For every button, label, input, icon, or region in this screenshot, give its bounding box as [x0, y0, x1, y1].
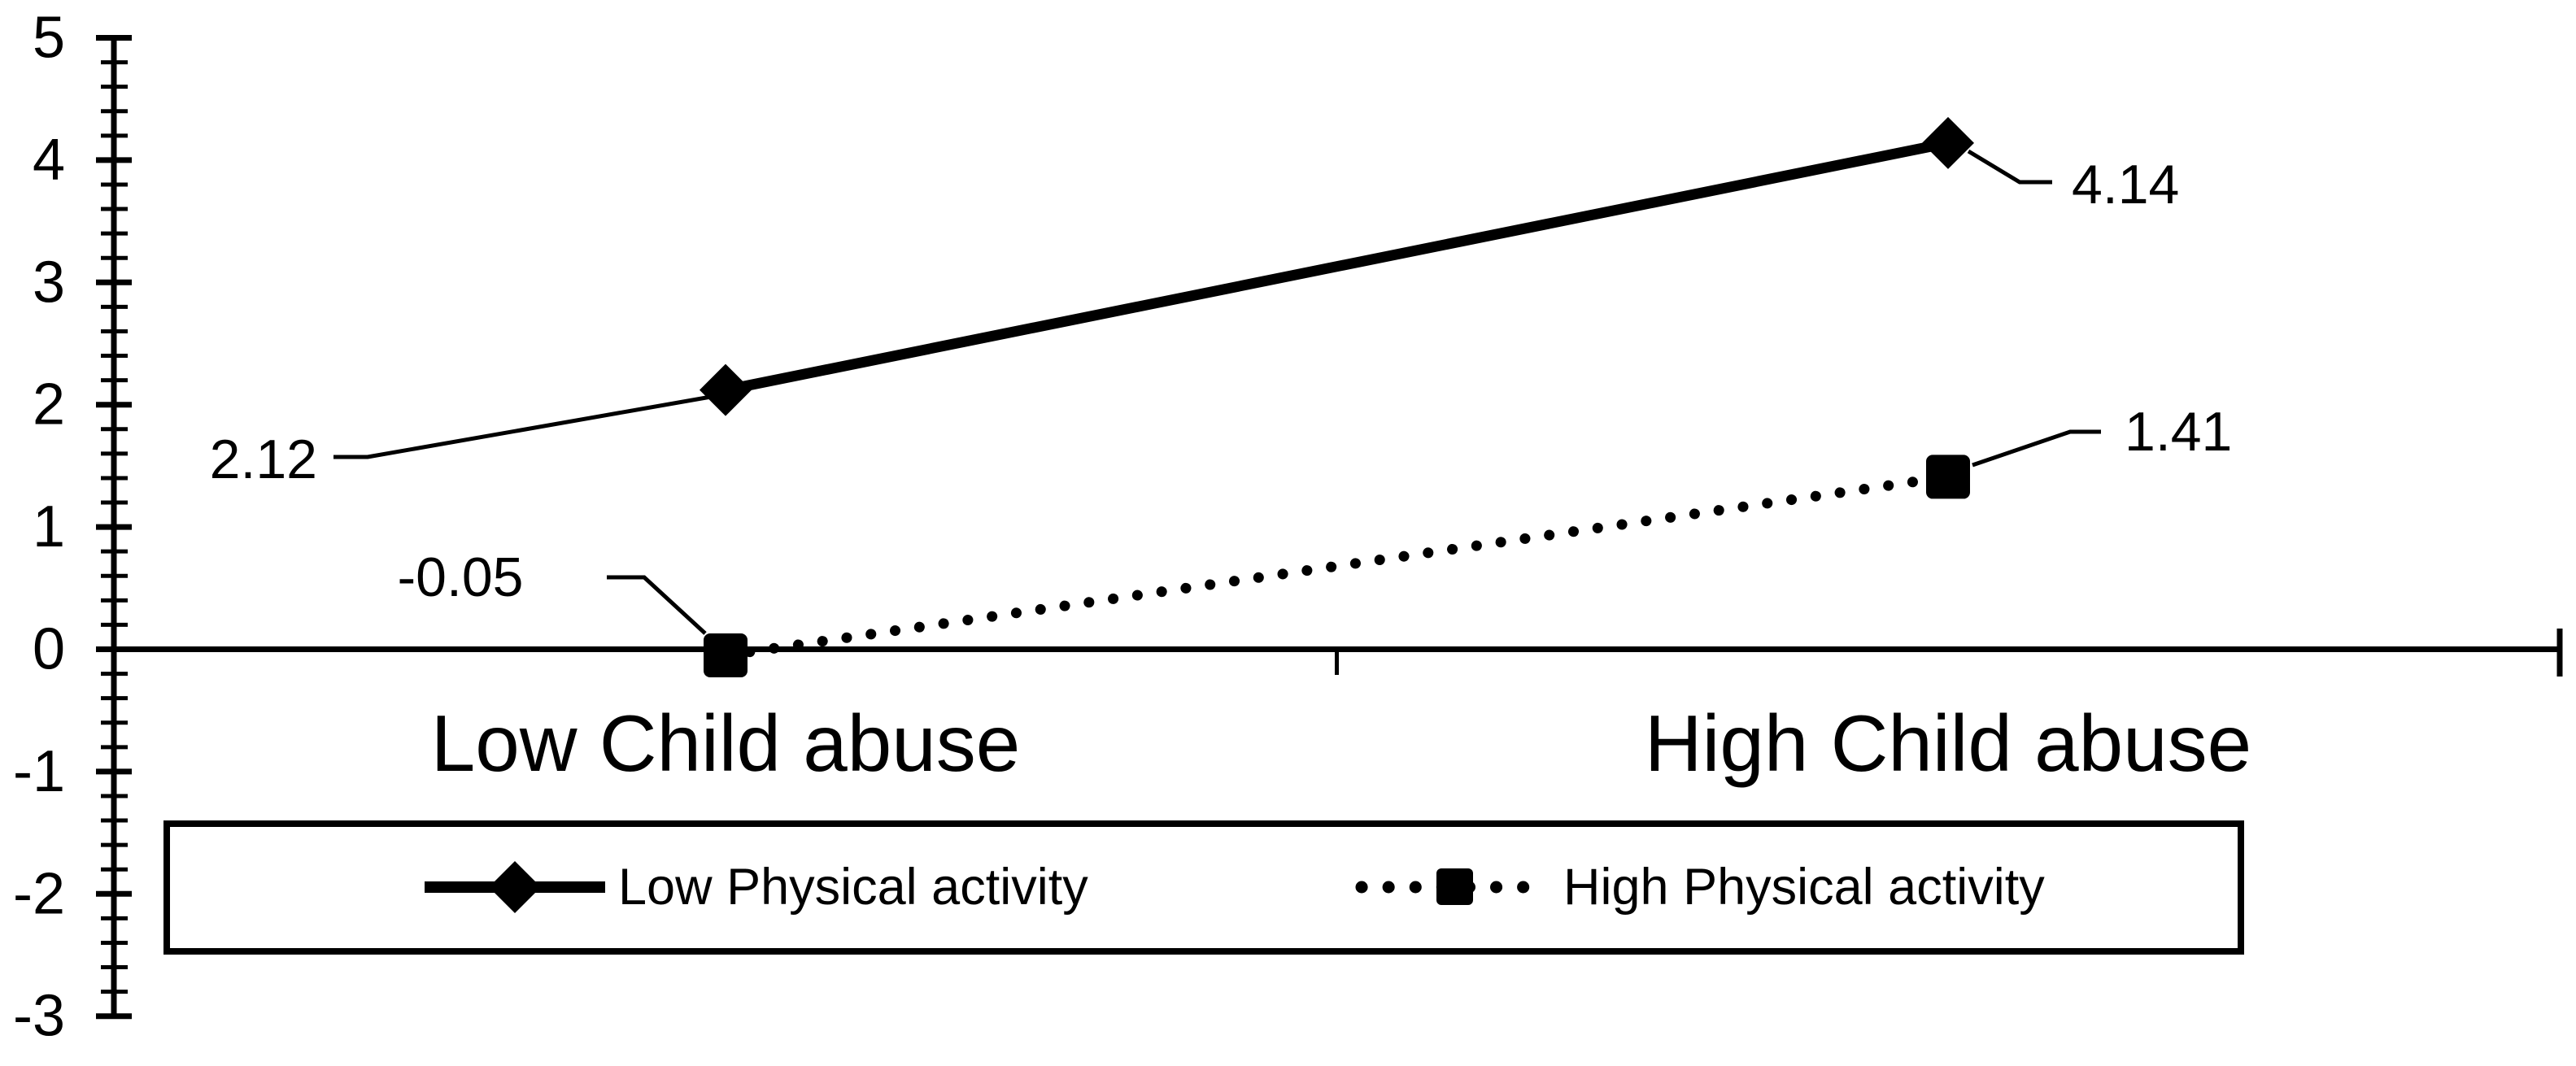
- data-label: 1.41: [2125, 401, 2232, 463]
- y-tick-label: 2: [33, 372, 65, 437]
- y-axis-ticks: [96, 35, 132, 1020]
- category-label-layer: Low Child abuse High Child abuse: [431, 698, 2251, 788]
- legend-entry-low-physical-activity: Low Physical activity: [425, 859, 1088, 916]
- data-label-leader-line: [1967, 149, 2052, 185]
- legend: Low Physical activity High Physical acti…: [163, 820, 2244, 955]
- y-tick-label: 0: [33, 617, 65, 682]
- y-tick-label: 4: [33, 128, 65, 193]
- y-tick-label: 5: [33, 6, 65, 71]
- x-category-label: High Child abuse: [1645, 698, 2251, 788]
- square-marker-icon: [1926, 455, 1970, 499]
- series-line-solid: [724, 137, 1950, 396]
- diamond-marker-icon: [1922, 116, 1974, 169]
- y-tick-label: 1: [33, 494, 65, 559]
- series-line-dotted: [720, 471, 1954, 661]
- square-marker-icon: [1436, 868, 1473, 905]
- legend-label-high-physical-activity: High Physical activity: [1563, 859, 2045, 916]
- legend-entry-high-physical-activity: High Physical activity: [1355, 859, 2045, 916]
- data-label-leader-line: [333, 394, 712, 459]
- data-label-leader-line: [1972, 429, 2101, 468]
- y-tick-label: 3: [33, 250, 65, 315]
- y-tick-label: -2: [13, 861, 65, 926]
- legend-box: [163, 820, 2244, 955]
- data-label-leader-line: [607, 575, 707, 635]
- square-marker-icon: [704, 633, 748, 678]
- data-label: 4.14: [2072, 154, 2179, 215]
- y-tick-label: -1: [13, 739, 65, 804]
- y-tick-label: -3: [13, 984, 65, 1049]
- legend-label-low-physical-activity: Low Physical activity: [618, 859, 1088, 916]
- x-category-label: Low Child abuse: [431, 698, 1021, 788]
- y-axis-labels: 5 4 3 2 1 0 -1 -2 -3: [13, 6, 65, 1049]
- data-label-layer: 2.12 4.14 -0.05 1.41: [210, 149, 2232, 635]
- diamond-marker-icon: [700, 363, 752, 416]
- series-layer: [700, 116, 1974, 678]
- diamond-marker-icon: [489, 861, 541, 913]
- data-label: -0.05: [398, 546, 524, 608]
- data-label: 2.12: [210, 429, 317, 490]
